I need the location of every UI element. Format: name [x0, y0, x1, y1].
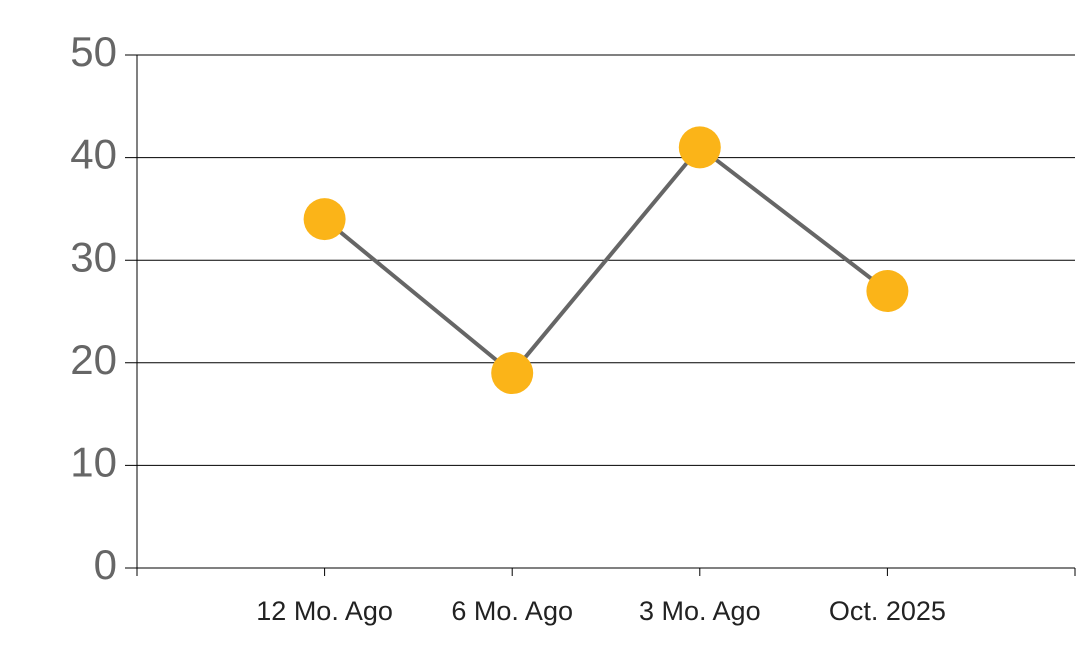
x-tick-label: Oct. 2025 [829, 596, 946, 626]
line [323, 144, 889, 376]
x-tick-label: 6 Mo. Ago [451, 596, 573, 626]
x-tick-label: 12 Mo. Ago [256, 596, 393, 626]
marker [303, 198, 346, 241]
y-tick-label: 0 [94, 541, 117, 588]
y-tick-label: 40 [70, 131, 117, 178]
marker [491, 352, 534, 395]
y-tick-label: 30 [70, 233, 117, 280]
marker [678, 126, 721, 169]
y-tick-label: 20 [70, 336, 117, 383]
y-tick-label: 10 [70, 438, 117, 485]
y-tick-label: 50 [70, 28, 117, 75]
marker [866, 269, 909, 312]
x-tick-label: 3 Mo. Ago [639, 596, 761, 626]
